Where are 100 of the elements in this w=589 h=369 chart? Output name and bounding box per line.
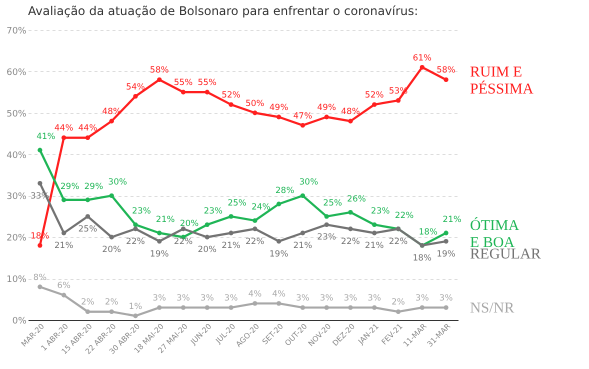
data-label: 20% [198,245,217,256]
data-label: 21% [156,215,175,225]
data-label: 49% [317,103,336,113]
point [109,193,114,198]
data-label: 30% [299,178,318,188]
data-label: 50% [245,98,264,109]
point [396,98,401,103]
point [204,234,210,240]
point [300,122,306,128]
point [109,118,114,124]
point [348,226,353,232]
data-label: 3% [320,294,334,304]
data-label: 20% [180,219,199,230]
y-tick-label: 60% [6,68,27,78]
point [228,102,234,107]
data-label: 22% [341,236,360,247]
point [85,135,90,140]
point [204,305,210,310]
data-label: 21% [442,215,462,225]
point [324,114,329,120]
data-label: 3% [224,294,238,304]
point [372,222,377,228]
y-tick-label: 40% [6,150,27,161]
point [204,90,210,94]
point [444,238,448,244]
data-label: 21% [364,241,384,251]
data-label: 3% [439,294,453,304]
data-label: 18% [412,253,432,264]
data-label: 20% [102,245,122,256]
point [252,226,258,232]
data-label: 2% [392,298,406,308]
data-label: 44% [54,124,74,134]
data-label: 22% [388,236,408,247]
series-label: RUIM E PÉSSIMA [470,64,534,98]
data-label: 25% [78,224,98,234]
point [157,238,162,244]
point [85,309,90,314]
point [276,301,282,306]
data-label: 48% [341,107,360,118]
point [420,64,425,70]
point [276,114,282,120]
point [61,198,66,202]
data-label: 19% [150,249,169,260]
point [204,222,210,228]
point [228,230,234,236]
data-label: 28% [275,186,294,196]
point [38,180,42,186]
data-label: 19% [269,249,288,260]
point [348,118,353,124]
point [85,214,90,219]
data-label: 23% [370,206,390,217]
point [420,305,425,310]
point [38,243,42,248]
point [228,214,234,219]
y-tick-label: 70% [6,26,27,36]
point [348,210,353,215]
y-tick-label: 20% [6,234,27,244]
data-label: 22% [245,236,264,247]
point [276,202,282,206]
y-tick-label: 0% [12,316,27,326]
y-tick-label: 30% [6,192,27,202]
data-label: 24% [251,202,270,213]
data-label: 18% [418,227,438,238]
data-label: 54% [126,82,145,92]
point [324,214,329,219]
data-label: 3% [152,294,166,304]
data-label: 29% [60,182,80,192]
point [157,305,162,310]
data-label: 23% [132,206,151,217]
data-label: 3% [296,294,310,304]
data-label: 58% [436,66,456,76]
point [372,230,377,236]
point [228,305,234,310]
y-tick-label: 10% [6,275,27,286]
data-label: 4% [272,289,286,300]
data-label: 2% [80,298,94,308]
point [85,198,90,202]
point [300,305,306,310]
data-label: 22% [174,236,193,247]
data-label: 21% [222,241,241,251]
chart-title: Avaliação da atuação de Bolsonaro para enfrentar o coronavírus: [28,4,418,18]
data-label: 3% [415,294,429,304]
point [180,90,186,94]
data-label: 29% [84,182,104,192]
point [157,77,162,82]
point [180,226,186,232]
data-label: 52% [222,90,241,101]
point [61,230,66,236]
y-tick-label: 50% [6,109,27,120]
point [444,77,448,82]
point [180,305,186,310]
data-label: 4% [248,289,262,300]
point [61,292,66,298]
point [444,305,448,310]
data-label: 21% [54,241,74,251]
data-label: 3% [200,294,214,304]
data-label: 22% [126,236,145,247]
data-label: 47% [293,111,312,122]
point [133,222,138,228]
data-label: 3% [368,294,382,304]
